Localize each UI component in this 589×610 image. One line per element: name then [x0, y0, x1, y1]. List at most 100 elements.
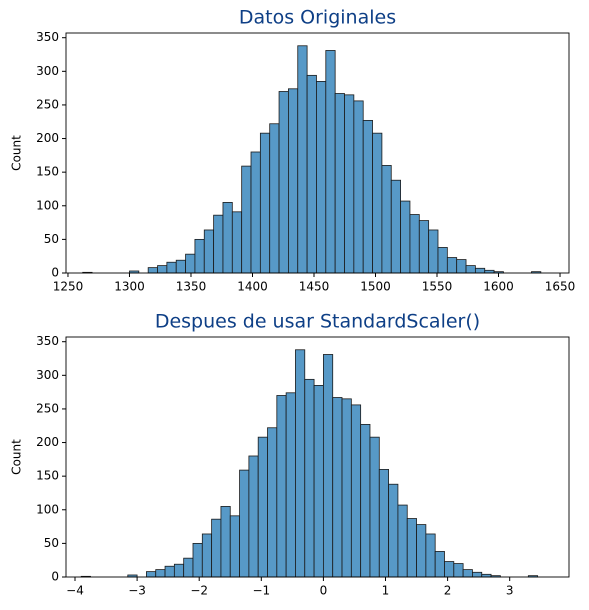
bar — [388, 483, 399, 578]
bar — [222, 202, 233, 274]
bar — [353, 100, 364, 274]
bar — [456, 259, 467, 274]
bar — [259, 132, 271, 274]
bar — [322, 354, 334, 578]
x-tick-label: 1250 — [53, 280, 84, 294]
y-tick-label: 250 — [36, 401, 59, 415]
x-tick-label: 0 — [320, 584, 328, 598]
bar — [213, 214, 224, 274]
bar — [316, 81, 327, 274]
bar — [390, 179, 401, 274]
x-tick-label: −2 — [190, 584, 208, 598]
y-tick-label: 200 — [36, 131, 59, 145]
y-tick-label: 100 — [36, 502, 59, 516]
bar — [147, 267, 158, 274]
bar — [381, 165, 392, 274]
bar — [446, 257, 458, 274]
bar — [250, 151, 261, 274]
bar — [239, 469, 250, 578]
bar — [173, 563, 185, 578]
bar — [465, 265, 476, 274]
y-axis-label: Count — [10, 439, 24, 475]
x-tick-label: −3 — [128, 584, 146, 598]
x-tick-label: 3 — [506, 584, 514, 598]
bar — [474, 267, 486, 274]
bar — [285, 392, 296, 578]
bar — [276, 395, 287, 578]
bar — [406, 518, 417, 578]
y-tick-label: 0 — [51, 266, 59, 280]
bar — [437, 247, 448, 274]
axes-frame — [65, 32, 570, 274]
bar — [400, 200, 411, 274]
bar — [444, 561, 455, 578]
x-tick-label: 2 — [444, 584, 452, 598]
bar — [425, 533, 436, 578]
bar — [220, 506, 231, 578]
y-axis-label: Count — [10, 135, 24, 171]
y-tick-label: 250 — [36, 97, 59, 111]
y-tick-label: 50 — [44, 536, 59, 550]
x-tick-label: 1350 — [176, 280, 207, 294]
bar — [344, 94, 355, 274]
bar — [304, 378, 315, 578]
bar — [269, 123, 280, 274]
bar — [185, 253, 196, 274]
bar — [360, 423, 371, 578]
x-tick-label: 1300 — [114, 280, 145, 294]
bar — [194, 238, 205, 274]
y-tick-label: 200 — [36, 435, 59, 449]
bar — [434, 551, 445, 578]
bar — [378, 469, 390, 578]
bar — [332, 397, 343, 578]
bar — [164, 565, 175, 578]
bar — [155, 569, 166, 578]
bar — [362, 119, 373, 274]
y-tick-label: 350 — [36, 334, 59, 348]
bar — [334, 93, 345, 274]
bar — [418, 220, 430, 274]
bar — [350, 404, 362, 578]
y-tick-label: 100 — [36, 198, 59, 212]
bar — [231, 211, 243, 274]
bar — [306, 74, 317, 274]
x-tick-label: 1600 — [483, 280, 514, 294]
bar — [397, 504, 408, 578]
bar — [192, 542, 203, 578]
bar — [166, 261, 177, 274]
bar — [211, 518, 222, 578]
bar — [453, 563, 464, 578]
x-tick-label: 1400 — [237, 280, 268, 294]
bar — [313, 385, 324, 578]
chart-title: Despues de usar StandardScaler() — [155, 311, 480, 333]
bar — [325, 50, 336, 274]
bar — [428, 229, 439, 274]
bar — [462, 569, 473, 578]
bar — [297, 45, 308, 274]
x-tick-label: 1450 — [299, 280, 330, 294]
x-tick-label: −4 — [66, 584, 84, 598]
bar — [203, 229, 215, 274]
bar — [146, 571, 157, 578]
axes-frame — [65, 336, 570, 578]
bar — [175, 259, 186, 274]
bar — [288, 88, 299, 274]
bar — [229, 515, 240, 578]
bar — [201, 533, 213, 578]
bar — [257, 436, 268, 578]
bar — [341, 398, 352, 578]
bar — [157, 265, 168, 274]
bar — [248, 455, 259, 578]
bar — [267, 427, 278, 578]
x-tick-label: 1550 — [422, 280, 453, 294]
x-tick-label: 1500 — [360, 280, 391, 294]
y-tick-label: 150 — [36, 165, 59, 179]
x-tick-label: 1650 — [545, 280, 576, 294]
bar — [241, 165, 252, 274]
bar — [372, 132, 383, 274]
bar — [409, 214, 420, 274]
bar — [278, 91, 289, 274]
y-tick-label: 150 — [36, 469, 59, 483]
